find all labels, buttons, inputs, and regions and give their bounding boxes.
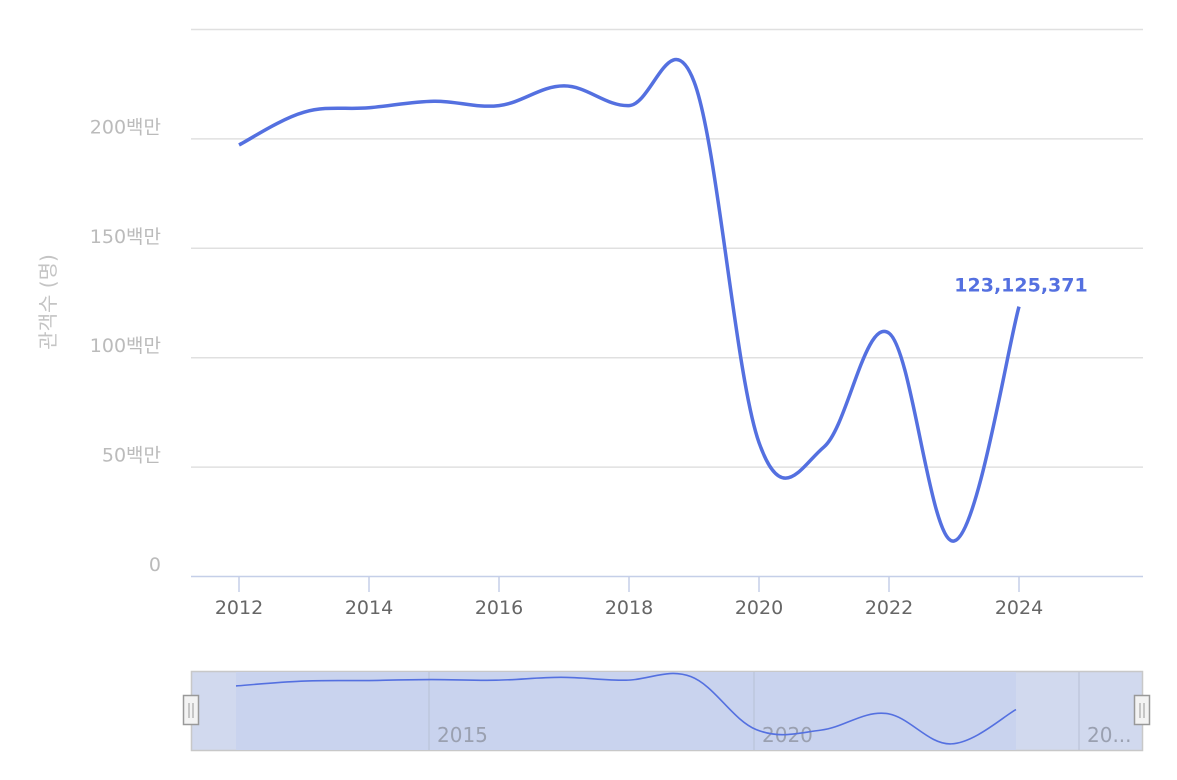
x-tick-label: 2016 xyxy=(475,597,523,619)
data-zoom-slider[interactable]: 2015 2020 20... xyxy=(182,670,1151,752)
y-tick-label: 50백만 xyxy=(102,445,161,467)
y-tick-label: 200백만 xyxy=(90,116,161,138)
x-tick-label: 2022 xyxy=(865,597,913,619)
x-tick-label: 2024 xyxy=(995,597,1043,619)
data-zoom-ticks: 2015 2020 20... xyxy=(428,672,1132,750)
data-zoom-area-fill xyxy=(236,672,1016,750)
data-zoom-handle-left[interactable] xyxy=(182,694,200,726)
data-zoom-series-line xyxy=(235,672,1017,745)
y-tick-label: 0 xyxy=(149,554,161,576)
x-tick-label: 2012 xyxy=(215,597,263,619)
y-tick-label: 150백만 xyxy=(90,226,161,248)
data-zoom-tick-label: 2015 xyxy=(437,723,488,747)
data-zoom-handle-right[interactable] xyxy=(1133,694,1151,726)
x-axis: 2012 2014 2016 2018 2020 2022 2024 xyxy=(215,577,1043,619)
x-tick-label: 2020 xyxy=(735,597,783,619)
y-axis-title: 관객수 (명) xyxy=(36,254,60,350)
series-line xyxy=(238,57,1021,543)
y-axis: 0 50백만 100백만 150백만 200백만 xyxy=(90,116,161,576)
y-tick-label: 100백만 xyxy=(90,335,161,357)
x-tick-label: 2018 xyxy=(605,597,653,619)
data-label-2024: 123,125,371 xyxy=(954,275,1087,297)
data-zoom-tick-label: 20... xyxy=(1087,723,1132,747)
x-tick-label: 2014 xyxy=(345,597,393,619)
